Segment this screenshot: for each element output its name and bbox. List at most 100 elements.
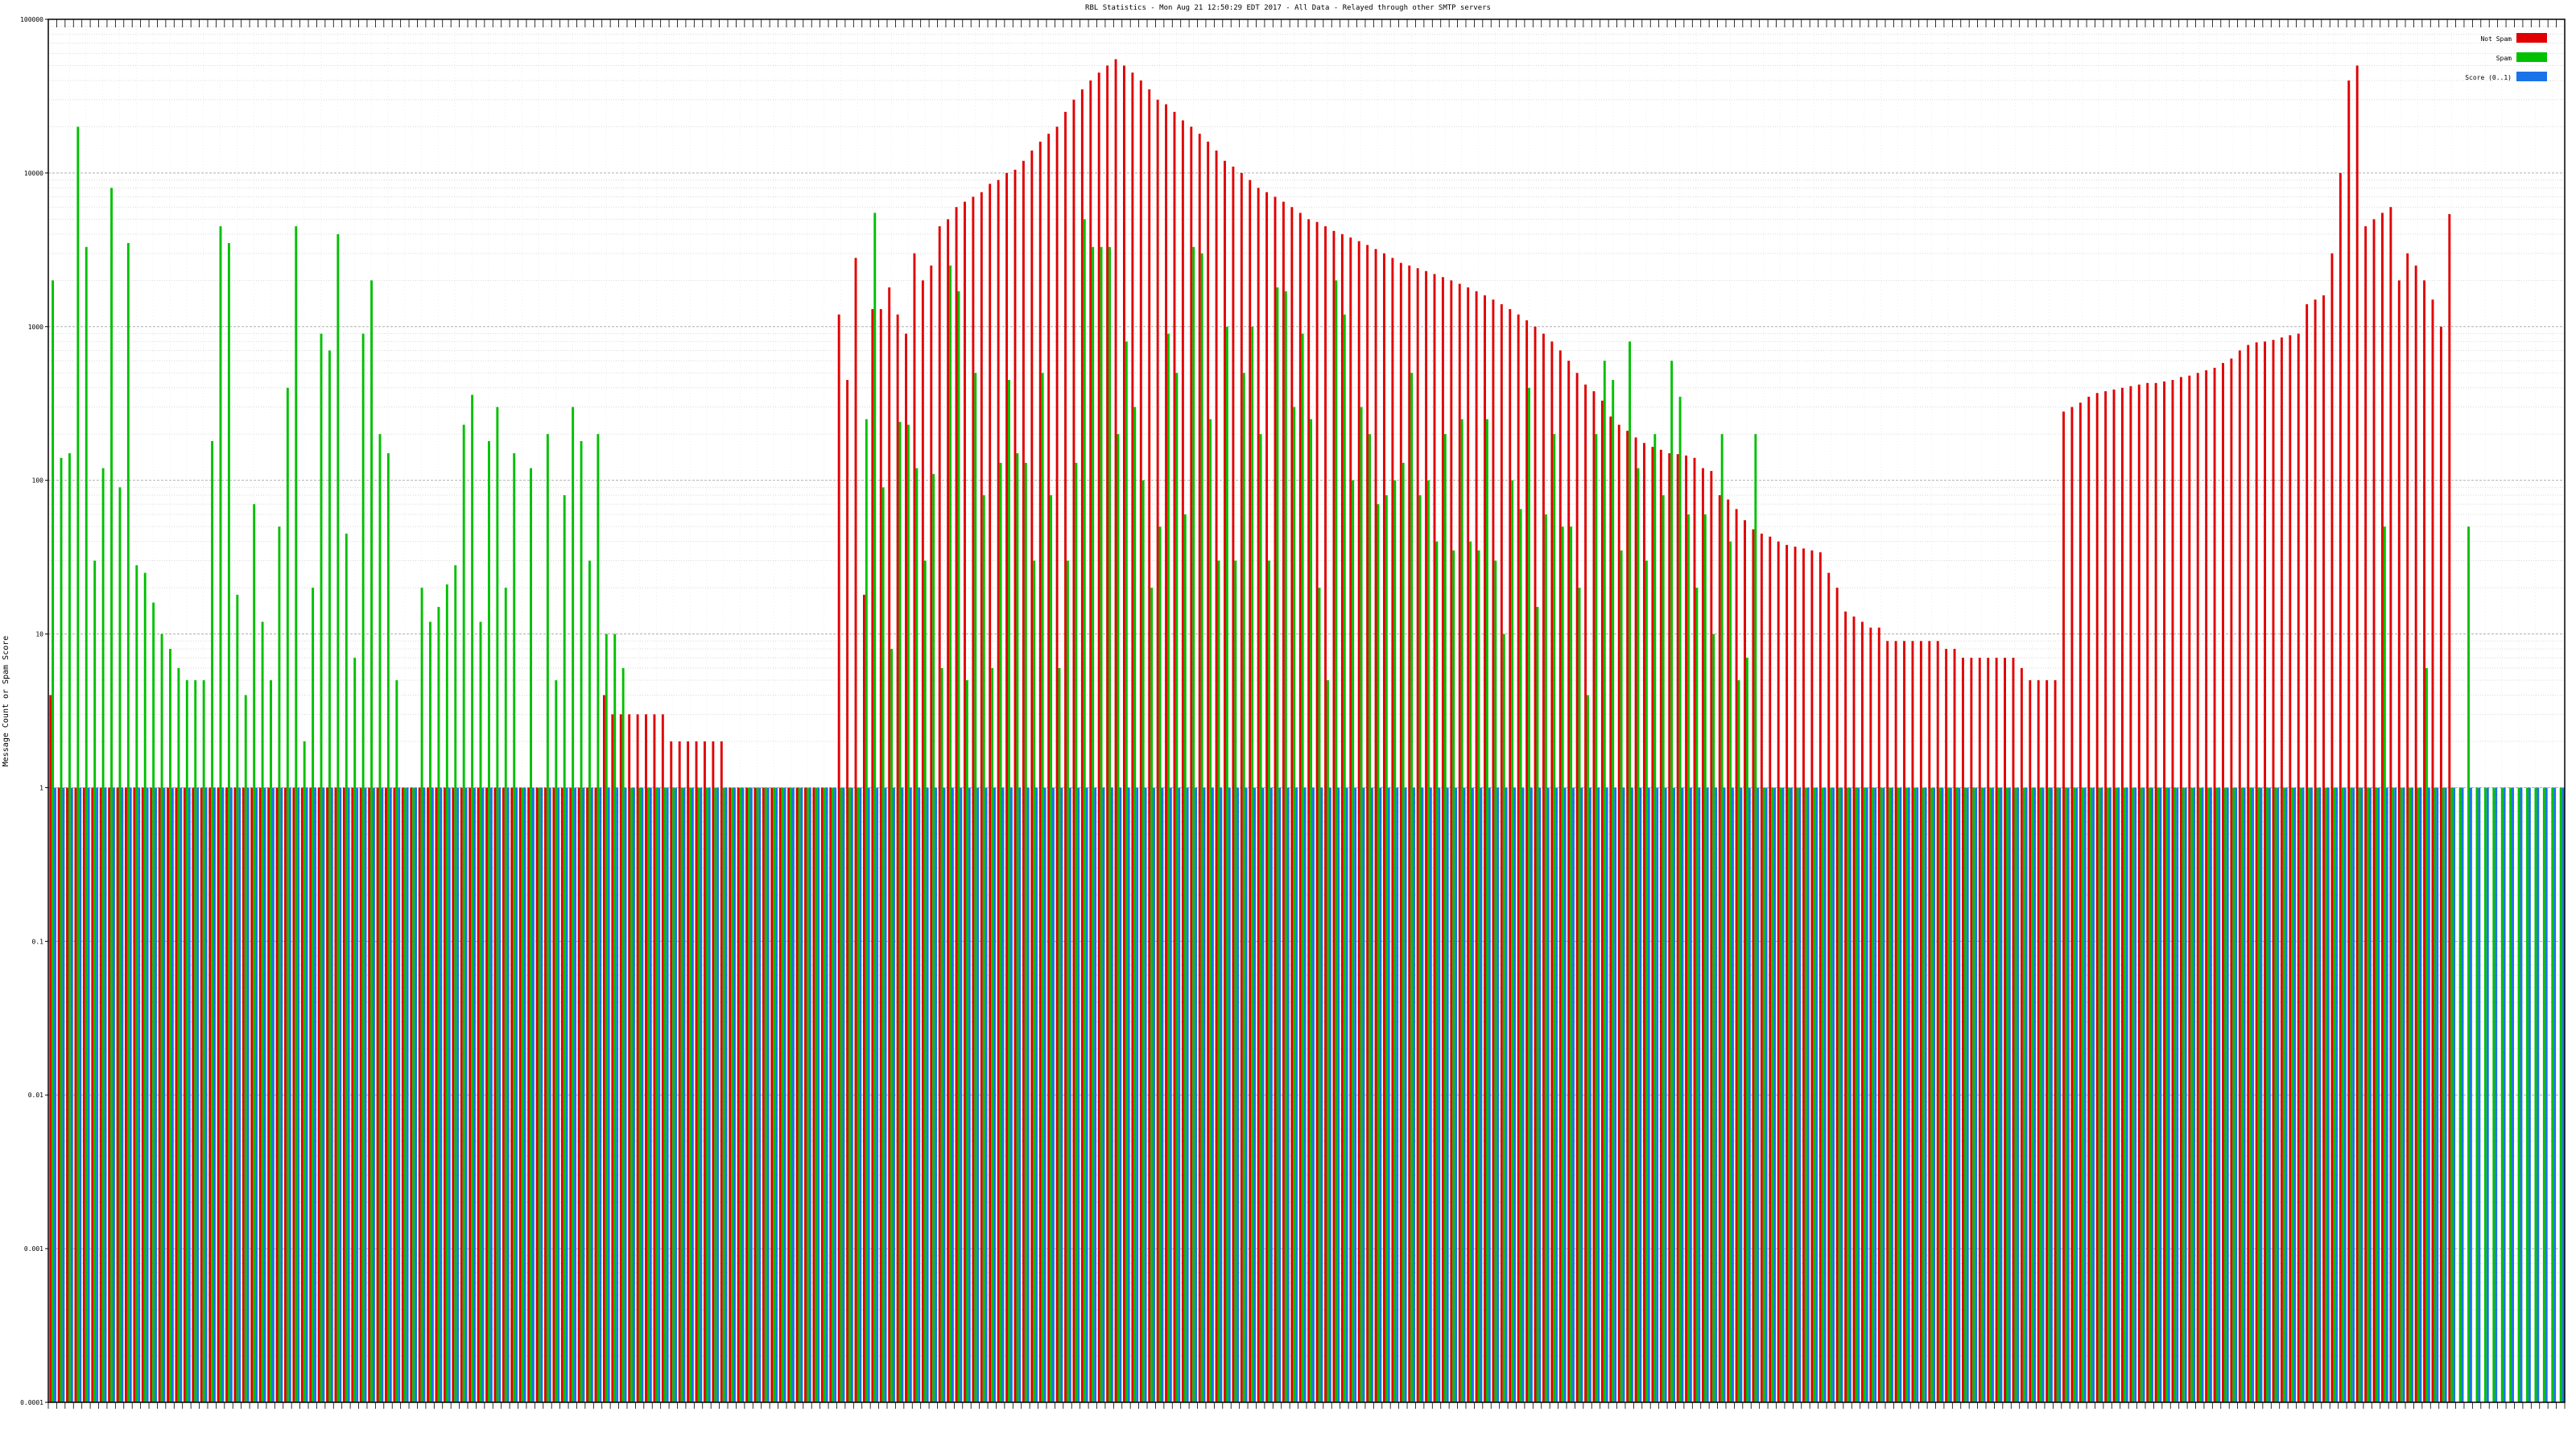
bar-score bbox=[1698, 787, 1701, 1402]
bar-spam bbox=[1779, 787, 1782, 1402]
bar-spam bbox=[815, 787, 818, 1402]
bar-not-spam bbox=[1558, 350, 1562, 1403]
bar-score bbox=[1429, 787, 1432, 1402]
bar-spam bbox=[538, 787, 541, 1402]
bar-score bbox=[2528, 787, 2531, 1402]
bar-spam bbox=[1905, 787, 1908, 1402]
bar-not-spam bbox=[368, 787, 371, 1402]
bar-not-spam bbox=[2381, 213, 2384, 1402]
bar-spam bbox=[1980, 787, 1984, 1402]
bar-spam bbox=[714, 787, 717, 1402]
bar-score bbox=[1597, 787, 1600, 1402]
bar-spam bbox=[546, 434, 549, 1402]
bar-not-spam bbox=[1575, 373, 1579, 1402]
bar-not-spam bbox=[2120, 387, 2124, 1402]
bar-spam bbox=[1284, 291, 1287, 1403]
bar-spam bbox=[2409, 787, 2412, 1402]
bar-not-spam bbox=[1215, 150, 1218, 1403]
bar-spam bbox=[857, 787, 860, 1402]
bar-not-spam bbox=[74, 787, 77, 1402]
bar-score bbox=[2310, 787, 2313, 1402]
bar-score bbox=[1488, 787, 1491, 1402]
bar-spam bbox=[496, 407, 499, 1403]
bar-score bbox=[531, 787, 535, 1402]
bar-spam bbox=[2483, 787, 2487, 1402]
bar-spam bbox=[1008, 379, 1010, 1403]
bar-spam bbox=[1754, 434, 1757, 1402]
bar-score bbox=[834, 787, 836, 1402]
bar-not-spam bbox=[133, 787, 136, 1402]
bar-spam bbox=[286, 387, 289, 1402]
bar-score bbox=[70, 787, 73, 1402]
bar-not-spam bbox=[116, 787, 119, 1402]
bar-score bbox=[280, 787, 283, 1402]
bar-not-spam bbox=[359, 787, 362, 1402]
bar-score bbox=[1588, 787, 1591, 1402]
bar-not-spam bbox=[2314, 299, 2317, 1402]
bar-not-spam bbox=[317, 787, 320, 1402]
bar-score bbox=[825, 787, 828, 1402]
bar-score bbox=[2252, 787, 2254, 1402]
bar-score bbox=[1715, 787, 1718, 1402]
bar-score bbox=[288, 787, 291, 1402]
bar-score bbox=[1195, 787, 1198, 1402]
bar-score bbox=[188, 787, 191, 1402]
bar-spam bbox=[2240, 787, 2244, 1402]
bar-spam bbox=[2299, 787, 2302, 1402]
bar-not-spam bbox=[1701, 468, 1704, 1403]
bar-spam bbox=[101, 468, 105, 1403]
bar-not-spam bbox=[1710, 471, 1713, 1403]
bar-score bbox=[683, 787, 686, 1402]
bar-score bbox=[1068, 787, 1071, 1402]
bar-score bbox=[1253, 787, 1256, 1402]
bar-spam bbox=[1720, 434, 1724, 1402]
legend-label: Score (0..1) bbox=[2465, 74, 2512, 81]
bar-score bbox=[2083, 787, 2087, 1402]
bar-score bbox=[2537, 787, 2540, 1402]
legend-label: Spam bbox=[2496, 55, 2512, 62]
bar-score bbox=[2419, 787, 2422, 1402]
bar-spam bbox=[2341, 787, 2344, 1402]
bar-not-spam bbox=[1600, 400, 1604, 1402]
bar-spam bbox=[1997, 787, 2000, 1402]
bar-spam bbox=[1167, 333, 1170, 1403]
bar-not-spam bbox=[1945, 649, 1948, 1402]
bar-not-spam bbox=[1038, 141, 1042, 1402]
bar-score bbox=[2402, 787, 2405, 1402]
bar-not-spam bbox=[2389, 207, 2392, 1403]
bar-score bbox=[2318, 787, 2322, 1402]
bar-spam bbox=[1922, 787, 1925, 1402]
bar-score bbox=[448, 787, 451, 1402]
bar-score bbox=[330, 787, 333, 1402]
bar-score bbox=[574, 787, 576, 1402]
bar-score bbox=[1992, 787, 1994, 1402]
bar-spam bbox=[1117, 434, 1120, 1402]
bar-spam bbox=[605, 634, 608, 1402]
bar-spam bbox=[1762, 787, 1765, 1402]
bar-spam bbox=[563, 495, 566, 1402]
bar-not-spam bbox=[1022, 160, 1025, 1403]
bar-score bbox=[633, 787, 635, 1402]
bar-score bbox=[381, 787, 384, 1402]
bar-spam bbox=[1058, 667, 1061, 1402]
bar-not-spam bbox=[108, 787, 111, 1402]
bar-spam bbox=[2282, 787, 2285, 1402]
bar-not-spam bbox=[485, 787, 488, 1402]
bar-spam bbox=[513, 453, 516, 1403]
bar-not-spam bbox=[594, 787, 597, 1402]
bar-not-spam bbox=[1718, 495, 1721, 1402]
bar-score bbox=[1840, 787, 1843, 1402]
bar-spam bbox=[2090, 787, 2093, 1402]
bar-not-spam bbox=[1894, 641, 1897, 1402]
bar-score bbox=[1521, 787, 1525, 1402]
bar-score bbox=[473, 787, 476, 1402]
bar-not-spam bbox=[1425, 270, 1428, 1402]
bar-score bbox=[1404, 787, 1407, 1402]
bar-spam bbox=[1687, 514, 1690, 1402]
bar-not-spam bbox=[560, 787, 564, 1402]
bar-score bbox=[1043, 787, 1046, 1402]
bar-spam bbox=[1847, 787, 1849, 1402]
bar-spam bbox=[806, 787, 809, 1402]
bar-spam bbox=[261, 621, 264, 1402]
bar-not-spam bbox=[1835, 588, 1839, 1402]
